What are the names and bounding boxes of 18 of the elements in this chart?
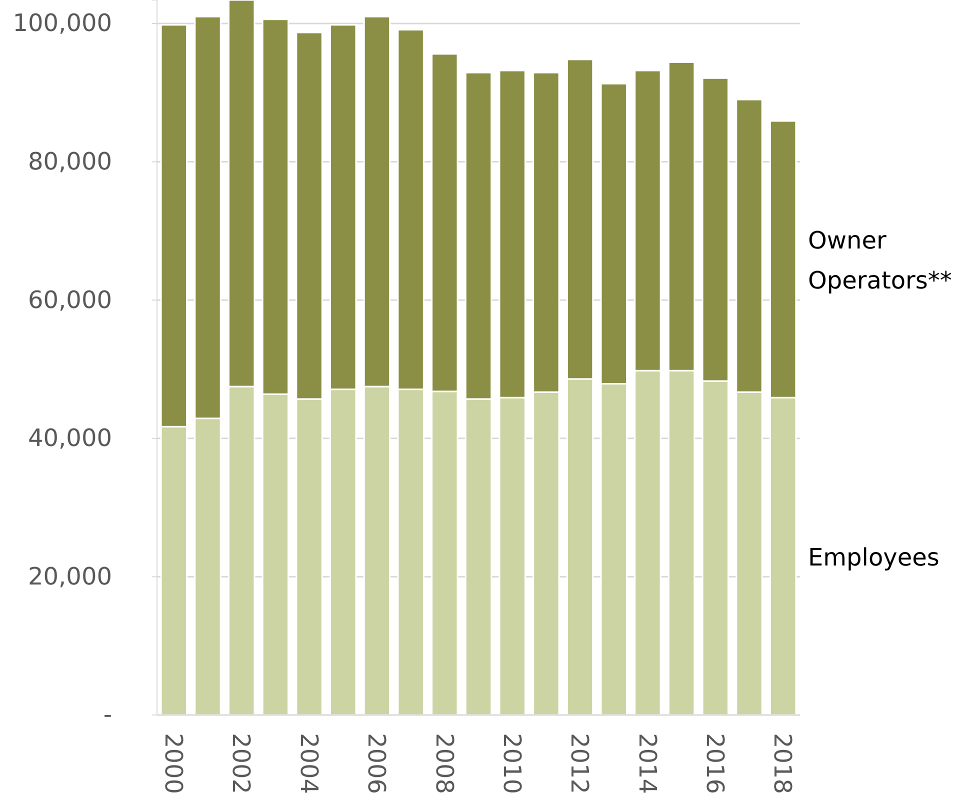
series-label: Owner Operators** [808,226,952,294]
y-tick-label: 60,000 [28,286,112,314]
x-tick-label: 2018 [768,733,797,794]
x-tick-label: 2002 [227,733,256,794]
x-tick-label: 2010 [498,733,526,794]
y-tick-label: 20,000 [28,562,112,590]
x-tick-label: 2008 [430,733,458,794]
x-tick-label: 2012 [566,733,594,794]
y-tick-label: 100,000 [12,9,112,38]
x-tick-label: 2006 [362,733,391,794]
x-tick-label: 2014 [633,733,662,794]
x-tick-label: 2016 [700,733,729,794]
y-tick-label: 80,000 [28,147,112,176]
x-tick-label: 2004 [294,733,323,794]
x-tick-label: 2000 [160,733,188,794]
y-tick-label: 40,000 [28,424,112,452]
series-label: Employees [808,543,940,572]
y-tick-label: - [103,700,112,729]
